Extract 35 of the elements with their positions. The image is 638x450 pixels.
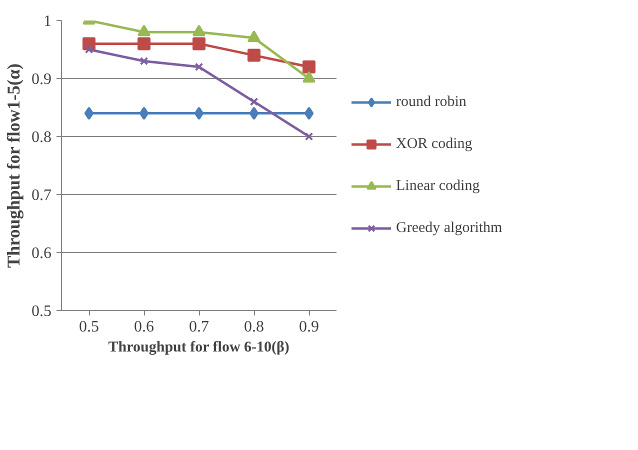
point	[84, 45, 94, 54]
point	[302, 60, 316, 74]
point	[140, 56, 148, 66]
y-tick-label: 0.5	[32, 303, 52, 320]
x-tick-label: 0.9	[299, 318, 319, 336]
point	[138, 24, 150, 36]
point	[248, 30, 260, 42]
y-tick-label: 1	[44, 13, 52, 30]
point	[248, 48, 260, 62]
y-tick-label: 0.8	[32, 129, 52, 146]
point	[304, 106, 314, 120]
y-axis-title: Throughput for flow1-5(α)	[4, 63, 24, 268]
legend-label: XOR coding	[396, 136, 472, 152]
x-tick-label: 0.6	[134, 318, 154, 336]
legend-label: Linear coding	[396, 178, 480, 194]
point	[250, 98, 258, 106]
x-axis-title: Throughput for flow 6-10(β)	[108, 340, 290, 356]
legend-label: round robin	[396, 94, 466, 110]
x-tick-label: 0.8	[244, 318, 264, 336]
point	[192, 37, 206, 50]
y-tick-label: 0.9	[32, 71, 52, 88]
point	[192, 24, 206, 36]
point	[139, 106, 149, 120]
y-tick-label: 0.7	[32, 187, 52, 204]
point	[249, 106, 259, 120]
y-tick-label: 0.6	[32, 245, 52, 262]
x-tick-label: 0.7	[189, 318, 209, 336]
point	[302, 71, 316, 83]
point	[138, 37, 150, 50]
point	[194, 62, 204, 72]
x-tick-label: 0.5	[79, 318, 99, 336]
point	[84, 106, 94, 120]
point	[194, 106, 204, 120]
point	[304, 132, 314, 141]
legend-label: Greedy algorithm	[396, 220, 502, 236]
